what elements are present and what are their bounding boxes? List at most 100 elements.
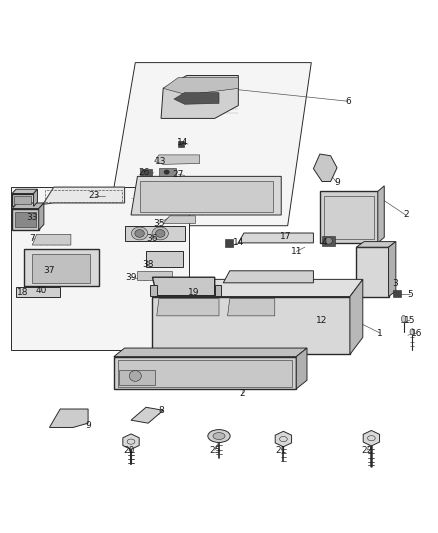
Polygon shape xyxy=(228,298,275,316)
Polygon shape xyxy=(32,254,90,283)
Ellipse shape xyxy=(155,230,165,237)
Polygon shape xyxy=(322,236,335,246)
Text: 12: 12 xyxy=(316,316,328,325)
Text: 3: 3 xyxy=(392,279,398,288)
Text: 19: 19 xyxy=(187,288,199,297)
Polygon shape xyxy=(378,186,384,243)
Polygon shape xyxy=(215,285,221,296)
Polygon shape xyxy=(12,189,37,193)
Polygon shape xyxy=(314,154,337,182)
Polygon shape xyxy=(389,241,396,296)
Polygon shape xyxy=(34,189,37,206)
Polygon shape xyxy=(275,431,292,447)
Text: 8: 8 xyxy=(158,406,164,415)
Text: 26: 26 xyxy=(138,167,149,176)
Ellipse shape xyxy=(131,227,148,240)
Polygon shape xyxy=(114,357,296,389)
Text: 27: 27 xyxy=(173,169,184,179)
Text: 36: 36 xyxy=(147,234,158,243)
Polygon shape xyxy=(152,277,215,296)
Polygon shape xyxy=(150,285,157,296)
Text: 20: 20 xyxy=(123,446,134,455)
Text: 35: 35 xyxy=(153,219,165,228)
Polygon shape xyxy=(363,431,380,446)
Polygon shape xyxy=(357,241,396,247)
Polygon shape xyxy=(296,348,307,389)
Bar xyxy=(15,212,36,227)
Bar xyxy=(140,181,272,212)
Ellipse shape xyxy=(410,329,414,335)
Text: 14: 14 xyxy=(233,238,244,247)
Bar xyxy=(45,190,122,202)
Text: 15: 15 xyxy=(404,316,416,325)
Text: 16: 16 xyxy=(411,328,422,337)
Polygon shape xyxy=(140,168,152,176)
Polygon shape xyxy=(161,76,238,118)
Ellipse shape xyxy=(325,237,332,244)
Bar xyxy=(178,141,184,147)
Text: 40: 40 xyxy=(35,286,46,295)
Text: 21: 21 xyxy=(276,446,287,455)
Text: 37: 37 xyxy=(44,266,55,275)
Ellipse shape xyxy=(135,230,144,237)
Polygon shape xyxy=(24,249,99,286)
Bar xyxy=(118,360,292,386)
Polygon shape xyxy=(124,225,185,241)
Ellipse shape xyxy=(213,433,225,440)
Ellipse shape xyxy=(129,370,141,381)
Polygon shape xyxy=(163,78,238,95)
Polygon shape xyxy=(174,93,219,104)
Polygon shape xyxy=(152,279,363,296)
Text: 4: 4 xyxy=(321,238,327,247)
Text: 23: 23 xyxy=(89,191,100,200)
Text: 39: 39 xyxy=(125,273,137,282)
Bar xyxy=(11,187,189,350)
Polygon shape xyxy=(163,216,195,223)
Polygon shape xyxy=(32,235,71,245)
Polygon shape xyxy=(39,203,44,230)
Ellipse shape xyxy=(152,227,168,240)
Text: 17: 17 xyxy=(280,232,291,241)
Polygon shape xyxy=(155,155,200,164)
Text: 11: 11 xyxy=(290,247,302,256)
Text: 9: 9 xyxy=(85,421,91,430)
Text: 1: 1 xyxy=(377,328,383,337)
Polygon shape xyxy=(12,203,44,208)
Bar xyxy=(324,196,374,239)
Polygon shape xyxy=(350,279,363,354)
Polygon shape xyxy=(114,348,307,357)
Polygon shape xyxy=(107,62,311,225)
Polygon shape xyxy=(238,233,314,243)
Polygon shape xyxy=(152,296,350,354)
Polygon shape xyxy=(131,407,163,423)
Ellipse shape xyxy=(401,316,406,322)
Text: 7: 7 xyxy=(29,234,35,243)
Text: 14: 14 xyxy=(177,138,188,147)
Text: 25: 25 xyxy=(209,446,220,455)
Text: 2: 2 xyxy=(240,389,245,398)
Text: 9: 9 xyxy=(334,179,340,187)
Polygon shape xyxy=(49,409,88,427)
Polygon shape xyxy=(159,168,176,176)
Polygon shape xyxy=(43,187,124,204)
Polygon shape xyxy=(393,290,401,297)
Polygon shape xyxy=(12,208,39,230)
Ellipse shape xyxy=(164,170,169,174)
Text: 2: 2 xyxy=(403,211,409,220)
Polygon shape xyxy=(146,252,183,266)
Polygon shape xyxy=(16,287,60,297)
Text: 13: 13 xyxy=(155,157,167,166)
Polygon shape xyxy=(123,434,139,449)
Polygon shape xyxy=(320,191,378,243)
Polygon shape xyxy=(357,247,389,296)
Polygon shape xyxy=(138,271,172,280)
Text: 38: 38 xyxy=(142,260,154,269)
Text: 33: 33 xyxy=(27,213,38,222)
Polygon shape xyxy=(157,298,219,316)
Text: 18: 18 xyxy=(17,288,28,297)
Polygon shape xyxy=(223,271,314,283)
Text: 6: 6 xyxy=(345,97,351,106)
Polygon shape xyxy=(131,176,281,215)
Ellipse shape xyxy=(208,430,230,442)
Bar xyxy=(226,239,233,247)
